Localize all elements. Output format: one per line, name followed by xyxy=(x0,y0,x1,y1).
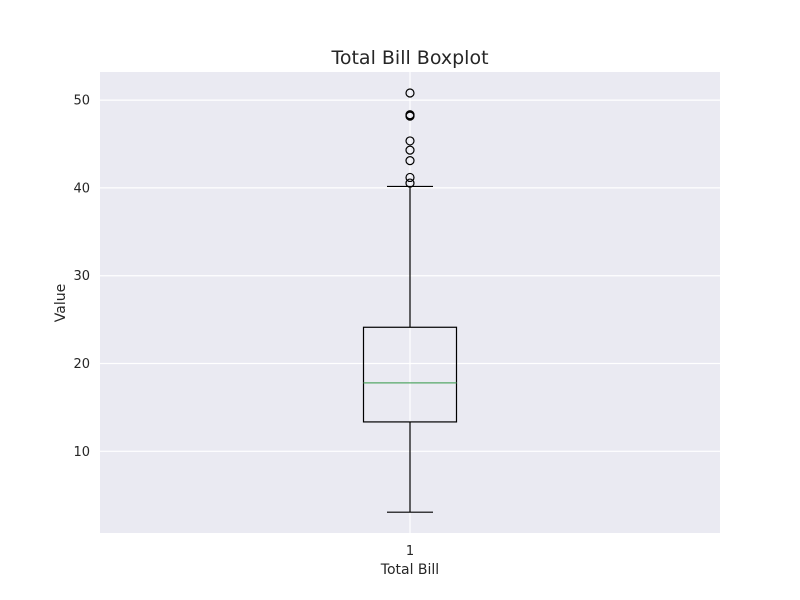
chart-title: Total Bill Boxplot xyxy=(330,47,488,69)
y-tick-label: 20 xyxy=(73,357,90,372)
x-axis-ticks: 1 xyxy=(406,544,414,559)
y-tick-label: 10 xyxy=(73,445,90,460)
outlier-point xyxy=(405,155,415,166)
outlier-point xyxy=(405,172,415,183)
outlier-point xyxy=(405,178,415,188)
x-tick-label: 1 xyxy=(406,544,414,559)
y-tick-label: 40 xyxy=(73,181,90,196)
y-axis-label: Value xyxy=(53,284,69,322)
outlier-point xyxy=(405,88,415,98)
interquartile-box xyxy=(362,326,458,423)
outlier-point xyxy=(405,136,415,146)
box-group xyxy=(362,88,458,513)
outlier-point xyxy=(405,145,415,155)
outlier-point xyxy=(405,110,415,120)
y-tick-label: 50 xyxy=(73,94,90,109)
y-tick-label: 30 xyxy=(73,269,90,284)
y-axis-ticks: 10 20 30 40 50 xyxy=(73,94,90,460)
x-axis-label: Total Bill xyxy=(380,562,439,578)
